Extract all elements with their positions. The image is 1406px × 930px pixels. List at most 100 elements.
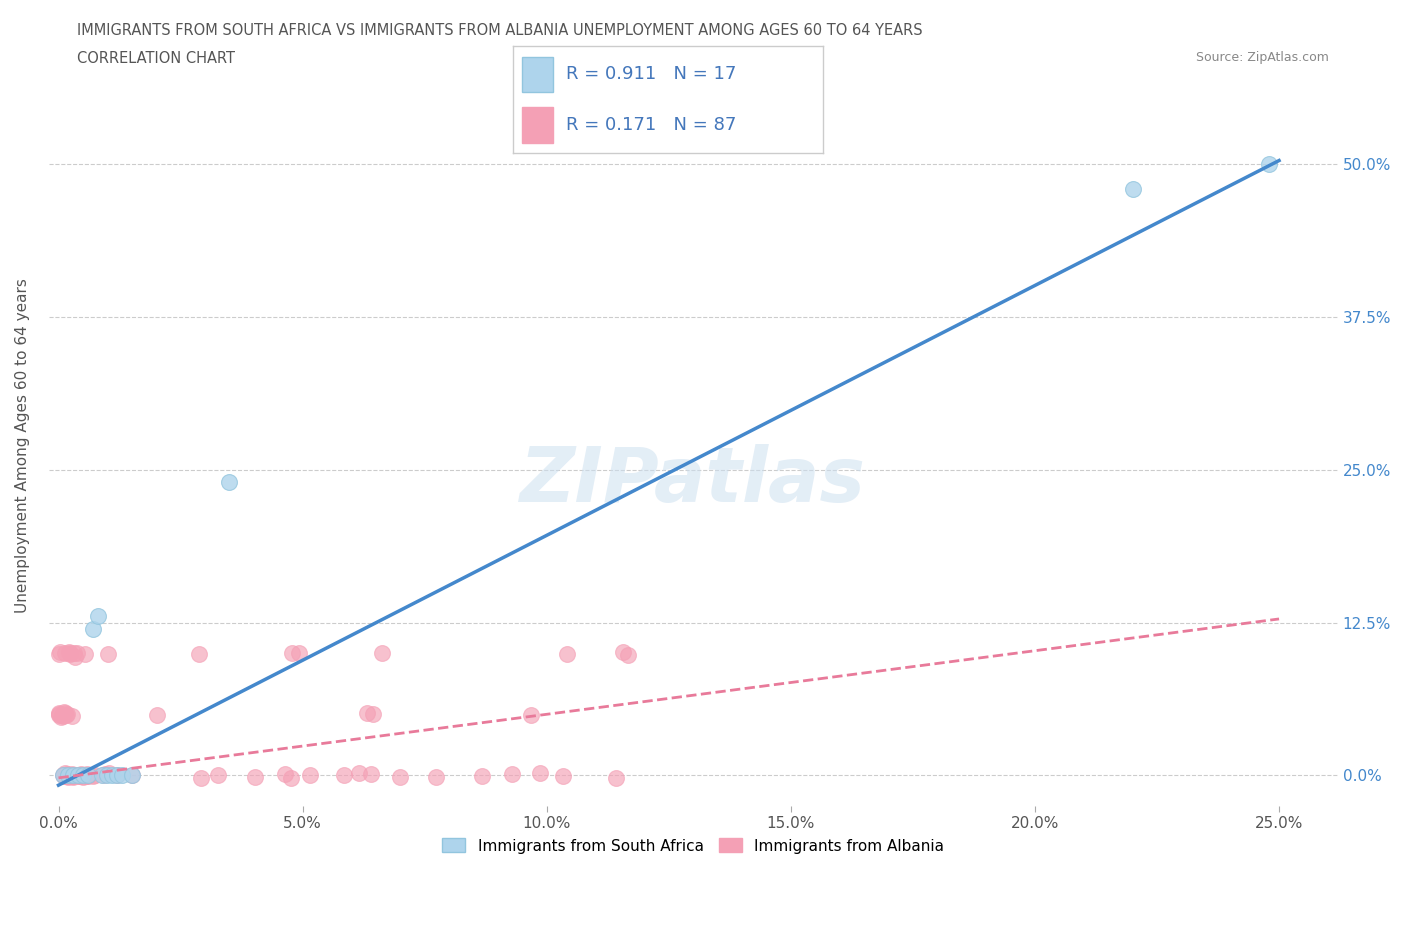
Point	[298, 768, 321, 783]
Point	[280, 645, 302, 660]
Point	[389, 769, 412, 784]
Point	[48, 707, 70, 722]
Point	[86, 609, 108, 624]
Point	[52, 769, 75, 784]
Point	[69, 768, 91, 783]
Point	[207, 767, 229, 782]
Point	[63, 645, 86, 660]
Point	[58, 768, 80, 783]
Point	[425, 769, 447, 784]
Text: CORRELATION CHART: CORRELATION CHART	[77, 51, 235, 66]
Point	[121, 768, 143, 783]
Y-axis label: Unemployment Among Ages 60 to 64 years: Unemployment Among Ages 60 to 64 years	[15, 278, 30, 613]
Point	[56, 768, 79, 783]
Point	[1258, 157, 1281, 172]
Point	[59, 645, 82, 660]
Point	[58, 646, 80, 661]
Point	[75, 768, 97, 783]
Point	[82, 768, 104, 783]
Point	[349, 765, 371, 780]
Point	[55, 767, 77, 782]
Point	[93, 768, 115, 783]
Point	[63, 650, 86, 665]
Point	[58, 767, 80, 782]
Point	[94, 767, 117, 782]
Point	[51, 708, 73, 723]
Point	[551, 768, 574, 783]
Point	[605, 770, 627, 785]
Point	[501, 766, 523, 781]
Point	[63, 768, 86, 783]
Point	[76, 768, 98, 783]
Point	[82, 621, 104, 636]
Text: ZIPatlas: ZIPatlas	[520, 445, 866, 518]
Bar	[523, 108, 554, 143]
Point	[280, 770, 302, 785]
Point	[63, 768, 86, 783]
Point	[58, 768, 80, 783]
Point	[97, 766, 120, 781]
Point	[76, 768, 98, 783]
Point	[83, 767, 105, 782]
Point	[55, 767, 77, 782]
Text: R = 0.171   N = 87: R = 0.171 N = 87	[565, 115, 737, 134]
Point	[97, 646, 120, 661]
Point	[75, 768, 97, 783]
Point	[1122, 181, 1144, 196]
Point	[67, 768, 90, 783]
Point	[333, 768, 356, 783]
Text: R = 0.911   N = 17: R = 0.911 N = 17	[565, 65, 737, 84]
Point	[52, 768, 75, 783]
Point	[60, 768, 83, 783]
Point	[617, 647, 640, 662]
Point	[519, 708, 541, 723]
Point	[612, 645, 634, 660]
Point	[555, 646, 578, 661]
Point	[187, 646, 209, 661]
Point	[56, 707, 79, 722]
Point	[101, 768, 124, 783]
Point	[96, 768, 118, 783]
Point	[53, 705, 76, 720]
Point	[243, 770, 266, 785]
Point	[48, 644, 70, 659]
Point	[48, 647, 70, 662]
Point	[60, 766, 83, 781]
Point	[361, 707, 384, 722]
Point	[218, 474, 240, 489]
Point	[58, 645, 80, 660]
Point	[72, 769, 94, 784]
Point	[121, 767, 143, 782]
Point	[105, 768, 128, 783]
Point	[52, 709, 75, 724]
Point	[55, 708, 77, 723]
Point	[60, 709, 83, 724]
Point	[58, 767, 80, 782]
Point	[70, 768, 93, 783]
Point	[356, 706, 378, 721]
Point	[56, 770, 79, 785]
Point	[190, 770, 212, 785]
Legend: Immigrants from South Africa, Immigrants from Albania: Immigrants from South Africa, Immigrants…	[436, 832, 950, 859]
Point	[55, 769, 77, 784]
Point	[48, 707, 70, 722]
Point	[146, 708, 169, 723]
Point	[62, 769, 84, 784]
Point	[105, 767, 128, 782]
Point	[48, 706, 70, 721]
Point	[76, 766, 98, 781]
Point	[70, 767, 93, 782]
Bar	[523, 58, 554, 92]
Point	[470, 769, 492, 784]
Point	[75, 768, 97, 783]
Point	[59, 769, 82, 784]
Point	[69, 767, 91, 782]
Point	[529, 766, 551, 781]
Point	[53, 645, 76, 660]
Point	[60, 769, 83, 784]
Text: IMMIGRANTS FROM SOUTH AFRICA VS IMMIGRANTS FROM ALBANIA UNEMPLOYMENT AMONG AGES : IMMIGRANTS FROM SOUTH AFRICA VS IMMIGRAN…	[77, 23, 922, 38]
Point	[360, 766, 382, 781]
Point	[51, 710, 73, 724]
Text: Source: ZipAtlas.com: Source: ZipAtlas.com	[1195, 51, 1329, 64]
Point	[371, 646, 394, 661]
